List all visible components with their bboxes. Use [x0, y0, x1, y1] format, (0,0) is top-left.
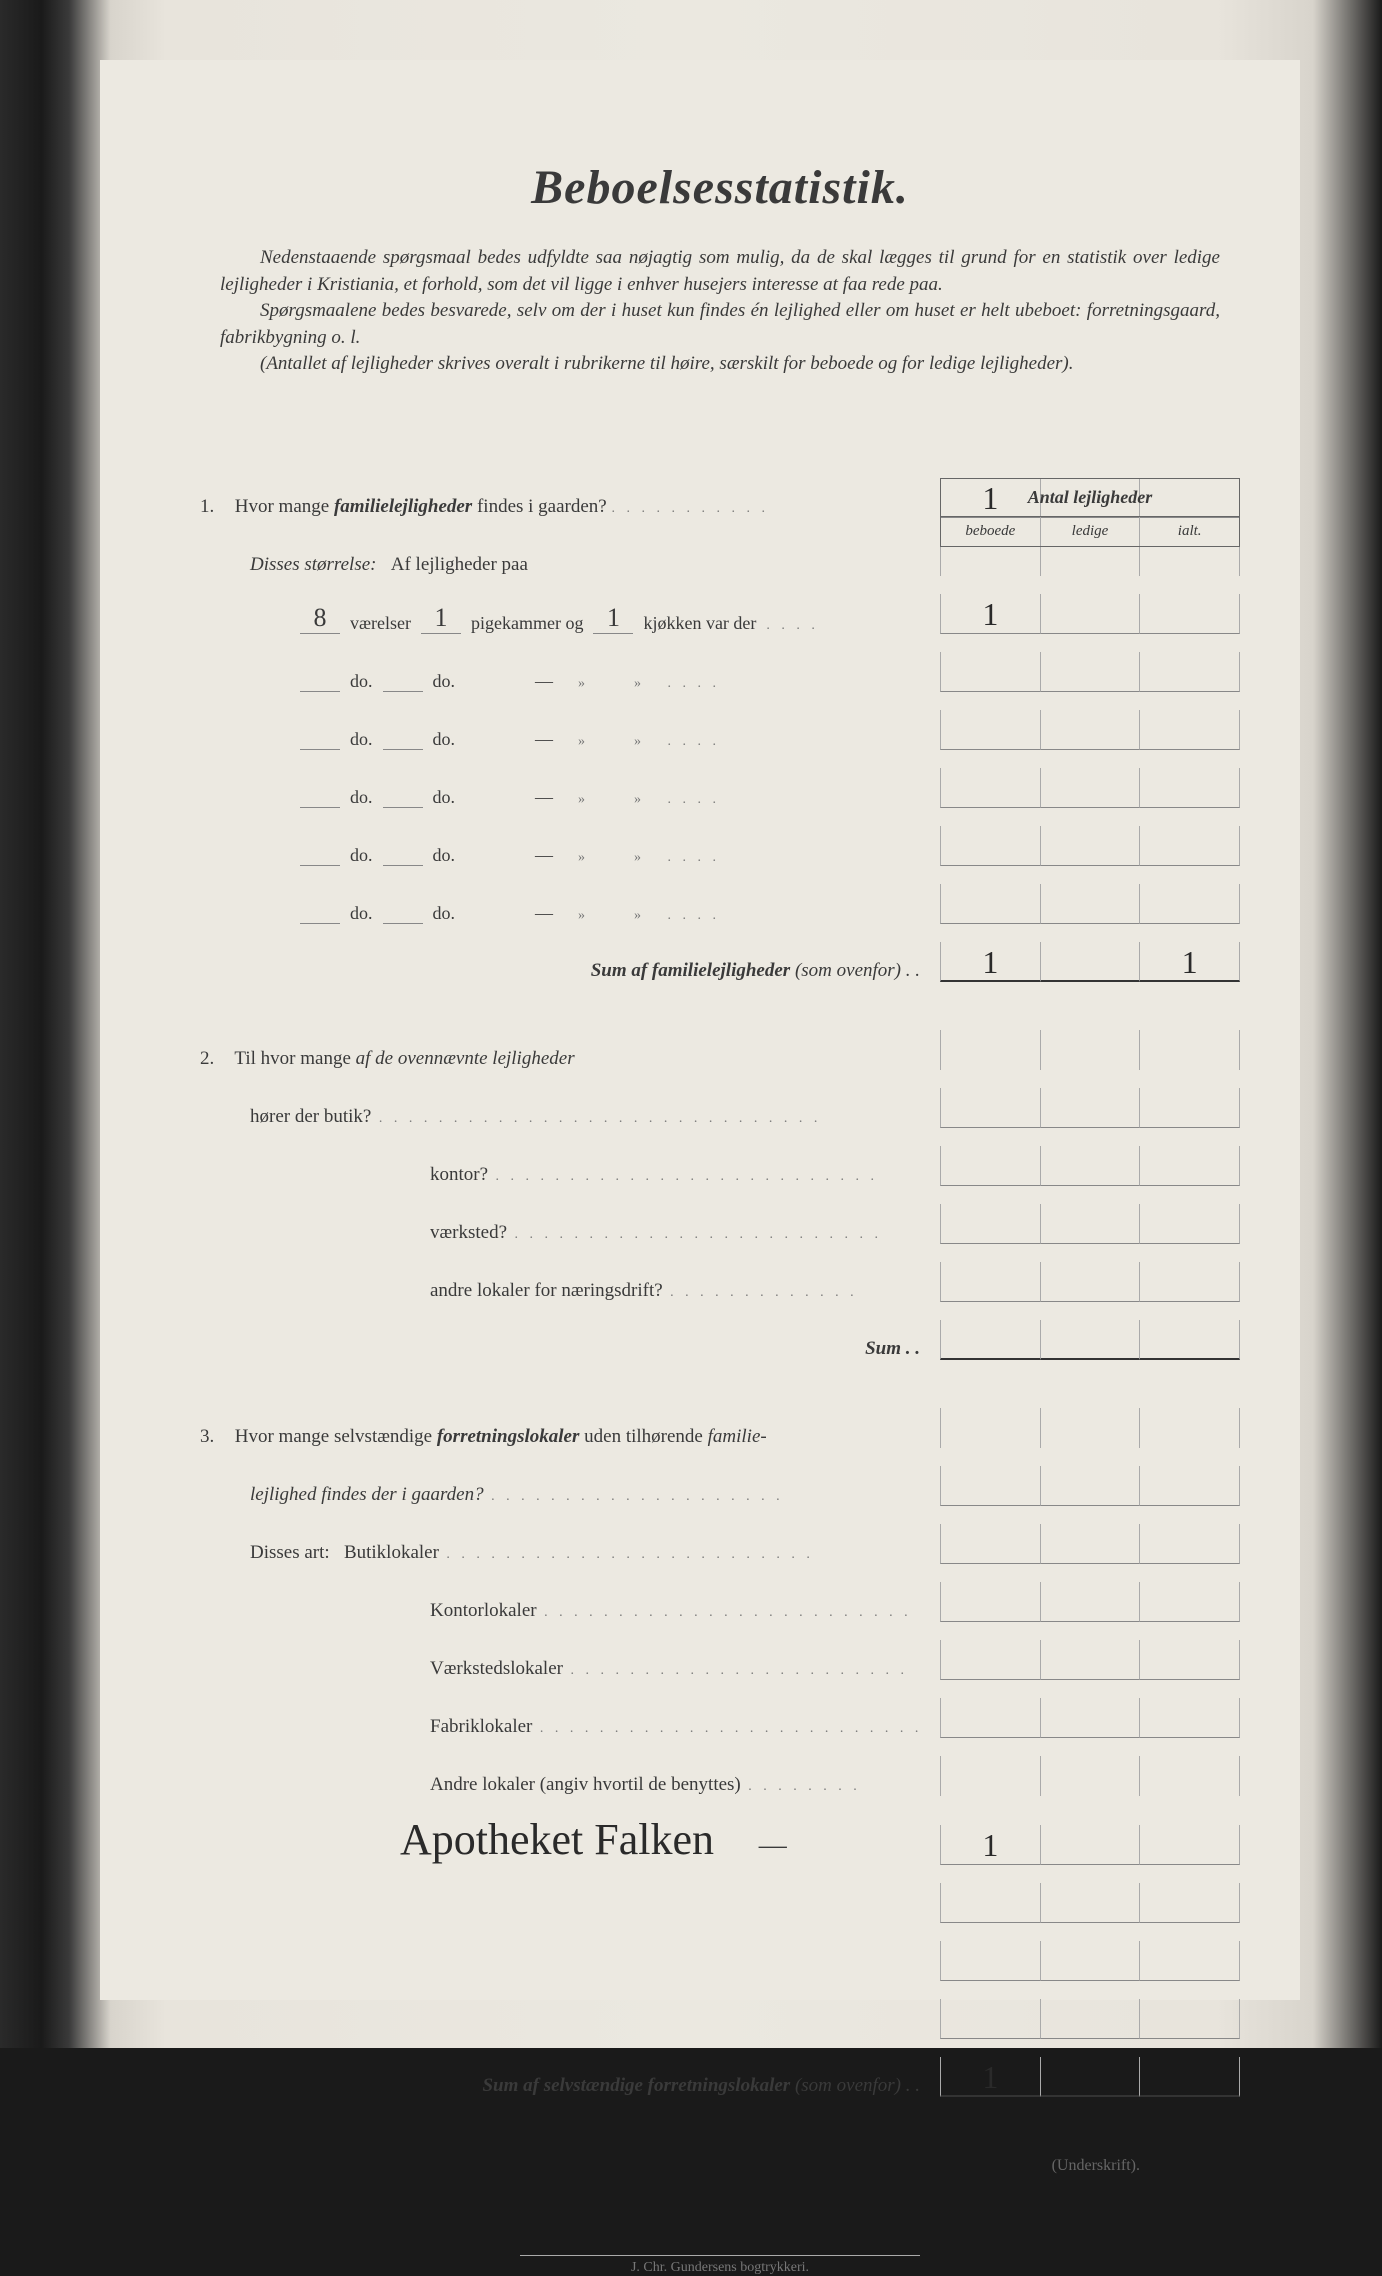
q2-andre: andre lokaler for næringsdrift? . . . . … [200, 1262, 1240, 1302]
q1-do-5: do.do.— » » . . . . [200, 884, 1240, 924]
q1-sum-ialt: 1 [1139, 942, 1240, 982]
q2-text-a: Til hvor mange [234, 1048, 355, 1069]
document-page: Beboelsesstatistik. Nedenstaaende spørgs… [100, 60, 1300, 2000]
vaer-val: 8 [300, 603, 340, 634]
vaer-label: værelser [350, 613, 411, 634]
intro-p1: Nedenstaaende spørgsmaal bedes udfyldte … [220, 247, 1220, 295]
col-beboede: beboede [941, 517, 1041, 546]
q3-sum-val: 1 [940, 2057, 1040, 2097]
q1-do-4: do.do.— » » . . . . [200, 826, 1240, 866]
pige-label: pigekammer og [471, 613, 583, 634]
q1-text-a: Hvor mange [235, 496, 334, 517]
q1-do-1: do.do.— » » . . . . [200, 652, 1240, 692]
intro-text: Nedenstaaende spørgsmaal bedes udfyldte … [220, 245, 1220, 378]
signature-label: (Underskrift). [200, 2157, 1140, 2175]
q3-sum: Sum af selvstændige forretningslokaler (… [200, 2057, 1240, 2097]
q3-blank3 [200, 1999, 1240, 2039]
form-table: Antal lejligheder beboede ledige ialt. 1… [200, 478, 1240, 2097]
q1-do-3: do.do.— » » . . . . [200, 768, 1240, 808]
size1-beboede: 1 [940, 594, 1040, 634]
q3-handwritten: Apotheket Falken — 1 [200, 1814, 1240, 1865]
printer-footer: J. Chr. Gundersens bogtrykkeri. [520, 2255, 920, 2276]
intro-p2: Spørgsmaalene bedes besvarede, selv om d… [220, 300, 1220, 348]
q2-vaerk: værksted? . . . . . . . . . . . . . . . … [200, 1204, 1240, 1244]
q3-intro: 3. Hvor mange selvstændige forretningslo… [200, 1408, 1240, 1448]
q1-text-b: familielejligheder [334, 496, 472, 517]
q2-butik: hører der butik? . . . . . . . . . . . .… [200, 1088, 1240, 1128]
q1-size-row-1: 8 værelser 1 pigekammer og 1 kjøkken var… [200, 594, 1240, 634]
q3-blank2 [200, 1941, 1240, 1981]
q3-butik: Disses art: Butiklokaler . . . . . . . .… [200, 1524, 1240, 1564]
column-header: Antal lejligheder beboede ledige ialt. [940, 478, 1240, 547]
intro-p3: (Antallet af lejligheder skrives overalt… [260, 353, 1074, 374]
q2-text-b: af de ovennævnte lejligheder [356, 1048, 575, 1069]
handwritten-text: Apotheket Falken [400, 1814, 714, 1865]
q3-vaerk: Værkstedslokaler . . . . . . . . . . . .… [200, 1640, 1240, 1680]
q3-line2: lejlighed findes der i gaarden? . . . . … [200, 1466, 1240, 1506]
disses-label: Disses størrelse: [250, 554, 377, 575]
col-ledige: ledige [1041, 517, 1141, 546]
col-ialt: ialt. [1140, 517, 1239, 546]
q1-text-c: findes i gaarden? [477, 496, 607, 517]
q3-kontor: Kontorlokaler . . . . . . . . . . . . . … [200, 1582, 1240, 1622]
q3-blank1 [200, 1883, 1240, 1923]
kjok-label: kjøkken var der [643, 613, 756, 634]
q2-kontor: kontor? . . . . . . . . . . . . . . . . … [200, 1146, 1240, 1186]
q1-sum-label: Sum af familielejligheder [591, 960, 791, 981]
q1-sum-beboede: 1 [940, 942, 1040, 982]
kjok-val: 1 [593, 603, 633, 634]
q2-sum: Sum . . [200, 1320, 1240, 1360]
q2-intro: 2. Til hvor mange af de ovennævnte lejli… [200, 1030, 1240, 1070]
q1-do-2: do.do.— » » . . . . [200, 710, 1240, 750]
q1-sum-row: Sum af familielejligheder (som ovenfor) … [200, 942, 1240, 982]
q3-fabrik: Fabriklokaler . . . . . . . . . . . . . … [200, 1698, 1240, 1738]
q3-val: 1 [940, 1825, 1040, 1865]
q3-andre-label: Andre lokaler (angiv hvortil de benyttes… [200, 1756, 1240, 1796]
page-title: Beboelsesstatistik. [200, 160, 1240, 215]
af-label: Af lejligheder paa [391, 554, 528, 575]
q1-sum-note: (som ovenfor) . . [795, 960, 920, 981]
header-title: Antal lejligheder [941, 479, 1239, 517]
pige-val: 1 [421, 603, 461, 634]
